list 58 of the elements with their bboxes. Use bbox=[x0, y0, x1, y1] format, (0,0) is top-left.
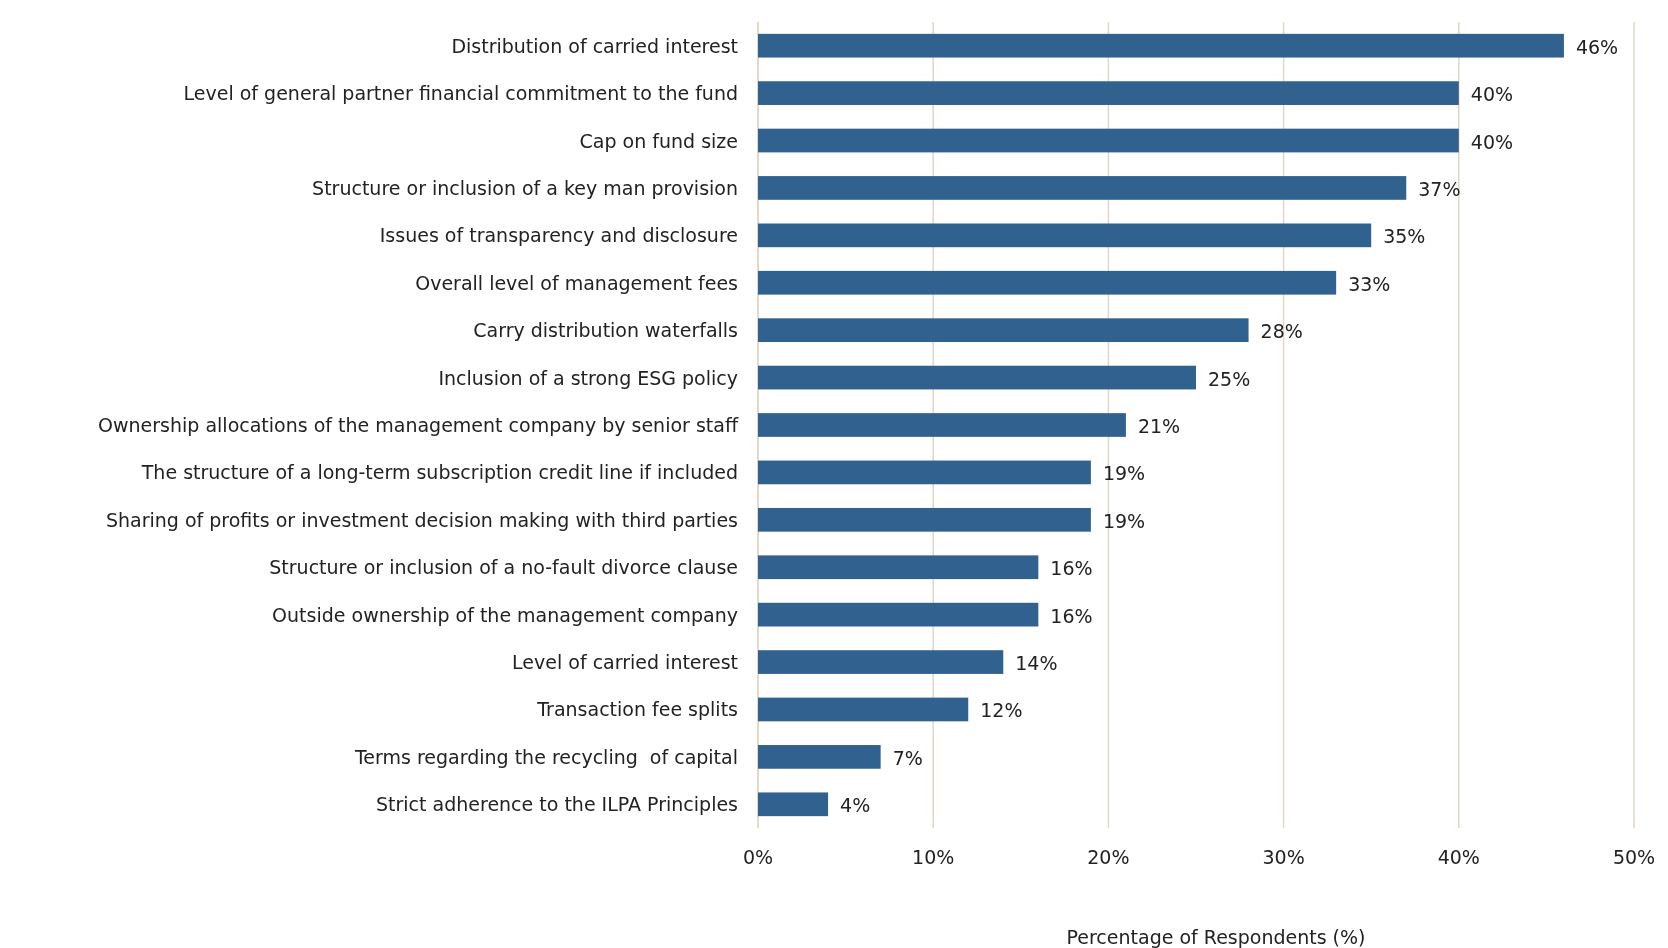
y-tick-label: Sharing of profits or investment decision making with third parties bbox=[105, 508, 738, 531]
x-tick-label: 40% bbox=[1437, 846, 1480, 868]
data-label: 19% bbox=[1102, 462, 1146, 485]
x-tick-label: 30% bbox=[1262, 846, 1305, 868]
bar bbox=[758, 460, 1091, 485]
y-tick-label: Terms regarding the recycling of capital bbox=[353, 745, 738, 768]
data-label: 35% bbox=[1383, 225, 1426, 248]
data-label: 12% bbox=[980, 699, 1023, 722]
y-tick-label: Transaction fee splits bbox=[536, 698, 738, 721]
bar bbox=[758, 365, 1196, 390]
y-tick-label: Distribution of carried interest bbox=[451, 34, 738, 57]
bar bbox=[758, 128, 1459, 153]
data-label: 25% bbox=[1208, 367, 1251, 390]
y-tick-label: Overall level of management fees bbox=[415, 271, 738, 294]
y-tick-label: Issues of transparency and disclosure bbox=[379, 224, 738, 247]
data-label: 40% bbox=[1470, 130, 1514, 153]
x-axis-title: Percentage of Respondents (%) bbox=[1066, 926, 1366, 948]
y-tick-label: Cap on fund size bbox=[579, 129, 738, 152]
data-label: 37% bbox=[1418, 177, 1461, 200]
data-label: 7% bbox=[892, 746, 923, 769]
bar bbox=[758, 413, 1126, 437]
bar bbox=[758, 745, 881, 769]
y-tick-label: Carry distribution waterfalls bbox=[473, 319, 738, 342]
y-tick-label: Strict adherence to the ILPA Principles bbox=[376, 793, 738, 816]
bar bbox=[758, 81, 1459, 105]
data-label: 40% bbox=[1470, 83, 1514, 106]
bar bbox=[758, 650, 1004, 674]
x-tick-label: 20% bbox=[1087, 846, 1130, 868]
data-label: 19% bbox=[1102, 509, 1146, 532]
y-tick-label: Ownership allocations of the management company by senior staff bbox=[98, 414, 739, 436]
data-label: 16% bbox=[1050, 557, 1093, 580]
bar bbox=[758, 507, 1091, 532]
y-tick-label: Structure or inclusion of a key man provision bbox=[312, 176, 738, 199]
bar bbox=[758, 176, 1407, 200]
x-tick-label: 10% bbox=[912, 846, 955, 868]
bar bbox=[758, 792, 829, 817]
data-label: 46% bbox=[1575, 35, 1619, 58]
bar bbox=[758, 270, 1337, 295]
bar bbox=[758, 697, 969, 722]
x-tick-label: 0% bbox=[742, 846, 774, 868]
bar bbox=[758, 555, 1039, 580]
bar bbox=[758, 318, 1249, 343]
data-label: 16% bbox=[1050, 604, 1093, 627]
y-tick-label: Structure or inclusion of a no-fault divorce clause bbox=[269, 556, 738, 579]
y-tick-label: Outside ownership of the management company bbox=[272, 603, 738, 626]
bar bbox=[758, 223, 1372, 248]
bar bbox=[758, 602, 1039, 627]
y-tick-label: Level of general partner financial commitment to the fund bbox=[183, 82, 738, 105]
y-tick-label: The structure of a long-term subscription credit line if included bbox=[140, 461, 738, 484]
data-label: 28% bbox=[1260, 320, 1303, 343]
data-label: 33% bbox=[1348, 272, 1391, 295]
data-label: 21% bbox=[1137, 415, 1181, 437]
data-label: 14% bbox=[1015, 652, 1058, 675]
y-tick-label: Level of carried interest bbox=[512, 651, 738, 674]
bar bbox=[758, 33, 1564, 58]
data-label: 4% bbox=[840, 794, 871, 817]
y-tick-label: Inclusion of a strong ESG policy bbox=[438, 366, 738, 389]
x-tick-label: 50% bbox=[1612, 846, 1656, 868]
